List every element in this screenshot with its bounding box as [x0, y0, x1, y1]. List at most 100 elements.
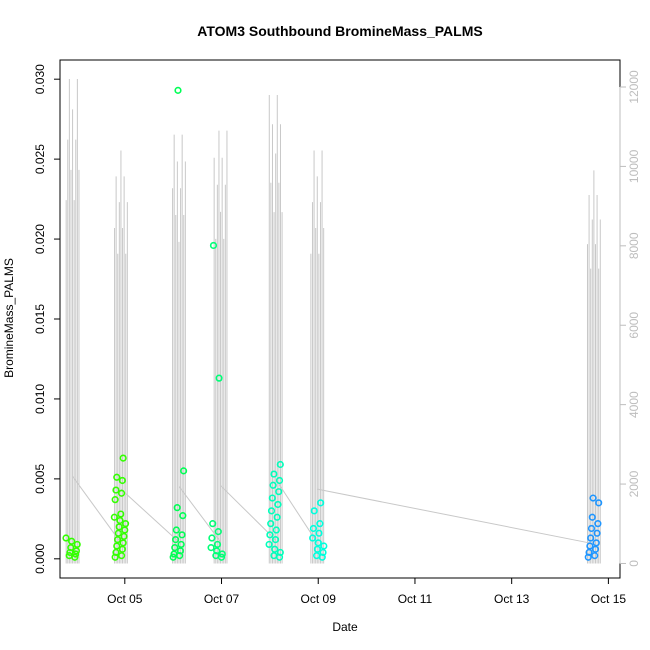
data-point [218, 550, 226, 558]
data-point [314, 539, 322, 547]
data-point [316, 520, 324, 528]
y-tick-label: 0.000 [33, 543, 47, 573]
data-point [68, 537, 76, 545]
y2-tick-label: 10000 [627, 149, 641, 183]
data-point [275, 553, 284, 561]
data-point [213, 540, 222, 549]
data-point [179, 467, 188, 475]
data-point [214, 528, 222, 536]
altitude-series [65, 79, 601, 564]
data-point [171, 544, 179, 552]
data-point [267, 520, 275, 528]
y-tick-label: 0.015 [33, 304, 47, 334]
data-point [591, 552, 599, 560]
data-point [586, 542, 594, 550]
data-point [179, 512, 187, 520]
data-point [178, 531, 186, 539]
data-point [113, 542, 121, 550]
data-point [119, 539, 127, 547]
data-point [174, 86, 182, 94]
x-tick-label: Oct 15 [591, 592, 627, 606]
data-point [73, 540, 81, 549]
y-tick-label: 0.020 [33, 224, 47, 254]
data-point [587, 534, 595, 542]
data-point [271, 536, 280, 544]
data-point [209, 241, 218, 250]
data-point [217, 553, 226, 561]
y2-tick-label: 4000 [627, 391, 641, 418]
data-point [175, 552, 184, 560]
data-point [111, 553, 119, 561]
altitude-trace-connector [317, 488, 594, 545]
y2-tick-label: 2000 [627, 470, 641, 497]
data-point [266, 531, 274, 539]
altitude-trace-connector [178, 485, 221, 543]
y-tick-label: 0.030 [33, 64, 47, 94]
data-point [120, 532, 128, 541]
data-point [117, 510, 125, 518]
y2-tick-label: 6000 [627, 312, 641, 339]
data-point [115, 523, 123, 531]
data-point [116, 516, 124, 525]
data-point [309, 524, 318, 533]
data-point [113, 536, 122, 544]
x-tick-label: Oct 11 [398, 592, 433, 606]
data-point [309, 534, 317, 542]
y2-tick-label: 8000 [627, 232, 641, 259]
data-point [171, 536, 180, 544]
x-tick-label: Oct 09 [301, 592, 337, 606]
altitude-trace-connector [275, 478, 318, 544]
data-point [112, 486, 120, 494]
data-points [62, 86, 603, 561]
y2-tick-label: 0 [627, 560, 641, 567]
data-point [269, 481, 277, 489]
data-point [592, 539, 600, 547]
data-point [121, 526, 129, 534]
altitude-trace-connector [72, 475, 122, 544]
data-point [275, 476, 284, 485]
data-point [118, 476, 126, 485]
data-point [595, 499, 603, 507]
plot-frame [59, 59, 621, 579]
data-point [72, 547, 81, 555]
data-point [584, 553, 592, 561]
data-point [265, 540, 273, 549]
altitude-trace-connector [120, 488, 180, 543]
data-point [117, 552, 126, 560]
data-point [71, 553, 79, 561]
data-point [72, 550, 80, 558]
data-point [121, 520, 130, 528]
altitude-trace-connector [220, 485, 277, 541]
data-point [117, 489, 126, 497]
y-tick-label: 0.025 [33, 144, 47, 174]
data-point [273, 513, 281, 521]
x-axis-label: Date [332, 620, 358, 634]
data-point [270, 470, 278, 478]
data-point [209, 520, 217, 528]
chart-title: ATOM3 Southbound BromineMass_PALMS [197, 23, 482, 39]
data-point [114, 529, 122, 537]
data-point [274, 500, 282, 509]
data-point [320, 542, 328, 550]
data-point [315, 529, 323, 537]
data-point [172, 526, 180, 534]
data-point [113, 473, 121, 481]
data-point [272, 526, 280, 534]
y-axis-label: BromineMass_PALMS [2, 258, 16, 378]
y2-tick-label: 12000 [627, 70, 641, 104]
data-point [589, 494, 597, 502]
data-point [593, 529, 601, 537]
data-point [62, 534, 70, 542]
data-point [110, 513, 118, 521]
data-point [591, 545, 600, 553]
data-point [275, 488, 283, 496]
data-point [276, 460, 284, 469]
data-point [310, 507, 318, 515]
data-point [177, 540, 185, 549]
data-point [317, 499, 325, 507]
data-point [169, 553, 177, 561]
data-point [267, 507, 276, 515]
data-point [268, 494, 276, 502]
data-point [118, 545, 126, 553]
